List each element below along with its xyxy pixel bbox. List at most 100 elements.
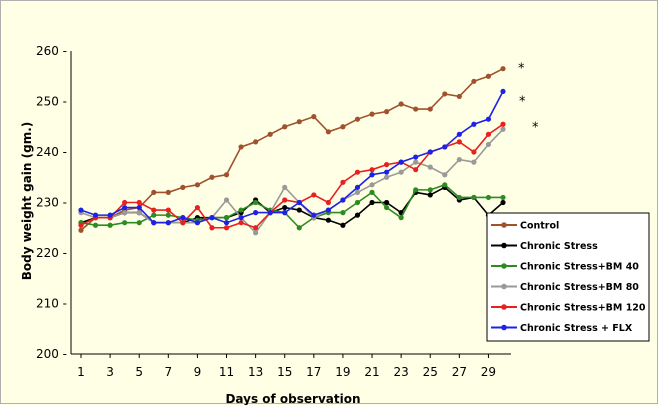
legend-item: Control bbox=[491, 221, 559, 232]
x-tick-label: 21 bbox=[364, 365, 379, 379]
data-point bbox=[107, 212, 113, 218]
data-point bbox=[267, 210, 273, 216]
data-point bbox=[282, 210, 288, 216]
x-tick-label: 27 bbox=[452, 365, 467, 379]
data-point bbox=[383, 174, 390, 180]
data-point bbox=[442, 172, 448, 178]
legend-item: Chronic Stress bbox=[491, 241, 598, 252]
data-point bbox=[223, 172, 230, 178]
x-tick-label: 5 bbox=[135, 365, 143, 379]
data-point bbox=[180, 220, 186, 226]
data-point bbox=[223, 225, 230, 231]
data-point bbox=[413, 159, 419, 165]
data-point bbox=[151, 207, 157, 213]
legend-label: Control bbox=[520, 221, 559, 232]
data-point bbox=[238, 215, 244, 221]
x-tick-label: 19 bbox=[335, 365, 350, 379]
data-point bbox=[354, 189, 361, 195]
legend-marker bbox=[501, 263, 507, 269]
data-point bbox=[122, 199, 128, 206]
x-tick-label: 25 bbox=[423, 365, 438, 379]
data-point bbox=[267, 131, 273, 137]
x-tick-label: 13 bbox=[248, 365, 263, 379]
data-point bbox=[398, 101, 404, 107]
series-6 bbox=[78, 88, 506, 226]
data-point bbox=[398, 169, 404, 175]
data-point bbox=[165, 207, 171, 213]
y-tick-label: 210 - bbox=[36, 297, 67, 311]
series-line bbox=[80, 67, 504, 231]
y-tick-label: 250 - bbox=[36, 95, 67, 109]
data-point bbox=[223, 197, 230, 203]
data-point bbox=[485, 141, 492, 148]
data-point bbox=[92, 212, 99, 218]
data-point bbox=[325, 199, 331, 206]
x-tick-label: 9 bbox=[194, 365, 202, 379]
legend-marker bbox=[501, 324, 507, 331]
data-point bbox=[442, 182, 448, 188]
axes bbox=[70, 51, 511, 355]
data-point bbox=[427, 187, 433, 193]
data-point bbox=[223, 220, 230, 226]
data-point bbox=[311, 212, 317, 218]
data-point bbox=[383, 109, 390, 115]
data-point bbox=[253, 199, 259, 206]
data-point bbox=[427, 149, 433, 155]
x-ticks: 1 3 5 7 9 11 13 15 17 19 21 23 25 27 29 bbox=[77, 354, 496, 379]
data-point bbox=[340, 197, 346, 203]
data-point bbox=[238, 207, 244, 213]
legend-item: Chronic Stress + FLX bbox=[491, 323, 633, 334]
y-tick-label: 220 - bbox=[36, 246, 67, 260]
data-point bbox=[296, 119, 302, 125]
data-point bbox=[398, 215, 404, 221]
data-point bbox=[253, 230, 259, 236]
y-tick-label: 240 - bbox=[36, 145, 67, 159]
data-point bbox=[136, 204, 142, 211]
legend-label: Chronic Stress+BM 40 bbox=[520, 262, 639, 273]
data-point bbox=[78, 227, 84, 233]
data-point bbox=[340, 179, 346, 185]
data-point bbox=[209, 215, 215, 221]
data-point bbox=[471, 194, 477, 201]
data-point bbox=[311, 114, 317, 120]
data-point bbox=[442, 144, 448, 150]
x-tick-label: 3 bbox=[106, 365, 114, 379]
x-tick-label: 1 bbox=[77, 365, 85, 379]
data-point bbox=[485, 73, 492, 79]
x-tick-label: 11 bbox=[219, 365, 234, 379]
data-point bbox=[165, 220, 171, 226]
data-point bbox=[209, 174, 215, 180]
data-point bbox=[296, 225, 302, 231]
data-point bbox=[180, 184, 186, 190]
data-point bbox=[413, 106, 419, 112]
legend-item: Chronic Stress+BM 80 bbox=[491, 282, 639, 293]
legend-marker bbox=[501, 222, 507, 228]
data-point bbox=[194, 182, 201, 188]
legend-box bbox=[486, 212, 650, 342]
data-point bbox=[471, 159, 477, 165]
data-point bbox=[500, 88, 506, 94]
data-point bbox=[107, 222, 113, 228]
data-point bbox=[238, 144, 244, 150]
data-point bbox=[340, 222, 346, 228]
data-point bbox=[427, 192, 433, 198]
data-point bbox=[471, 78, 477, 84]
data-point bbox=[354, 116, 361, 122]
data-point bbox=[253, 210, 259, 216]
data-point bbox=[282, 204, 288, 211]
legend-label: Chronic Stress + FLX bbox=[520, 323, 633, 334]
data-point bbox=[456, 194, 462, 201]
data-point bbox=[136, 220, 142, 226]
data-point bbox=[296, 199, 302, 206]
data-point bbox=[253, 225, 259, 231]
legend-item: Chronic Stress+BM 40 bbox=[491, 262, 639, 273]
y-ticks: 200 - 210 - 220 - 230 - 240 - 250 - 260 - bbox=[36, 44, 67, 361]
significance-star: * bbox=[519, 94, 526, 109]
data-point bbox=[122, 204, 128, 211]
data-point bbox=[413, 154, 419, 160]
data-point bbox=[92, 222, 99, 228]
data-point bbox=[471, 149, 477, 155]
y-tick-label: 200 - bbox=[36, 347, 67, 361]
